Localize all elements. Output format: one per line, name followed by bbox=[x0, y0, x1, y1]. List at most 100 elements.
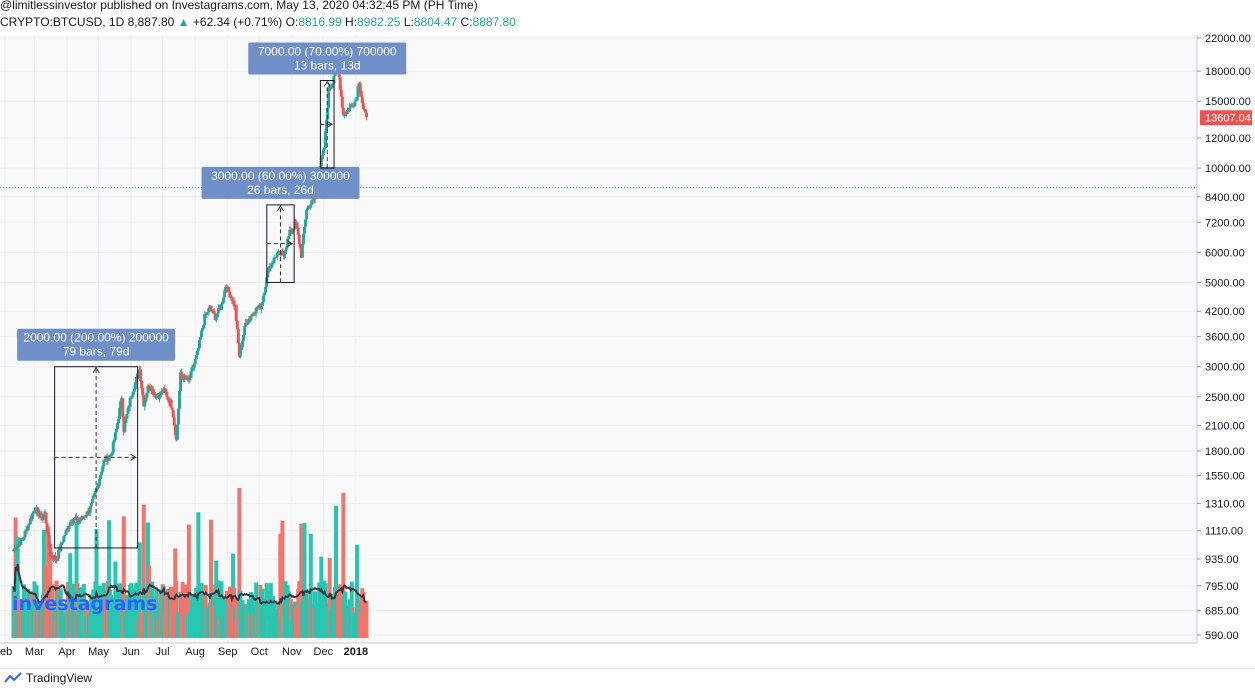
tradingview-logo[interactable]: TradingView bbox=[4, 671, 92, 685]
candle-body bbox=[330, 84, 334, 88]
candle-body bbox=[41, 517, 45, 520]
candle-body bbox=[90, 499, 94, 503]
candle-body bbox=[26, 524, 30, 531]
candle-body bbox=[87, 512, 91, 515]
candle-body bbox=[70, 521, 74, 523]
candle-body bbox=[206, 311, 210, 313]
candle-body bbox=[256, 307, 260, 310]
candle-body bbox=[326, 107, 330, 120]
volume-bar bbox=[196, 512, 201, 638]
close-label: C: bbox=[460, 15, 473, 29]
candle-body bbox=[100, 471, 104, 475]
close-value: 8887.80 bbox=[472, 15, 516, 29]
candle-body bbox=[22, 537, 26, 539]
volume-bar bbox=[137, 542, 142, 638]
candle-body bbox=[358, 83, 362, 91]
candle-body bbox=[98, 478, 102, 486]
candle-body bbox=[243, 326, 247, 335]
high-value: 8982.25 bbox=[357, 15, 401, 29]
symbol-name[interactable]: CRYPTO:BTCUSD, 1D bbox=[0, 15, 125, 29]
candle-body bbox=[117, 418, 121, 424]
candle-body bbox=[267, 271, 271, 273]
candle-body bbox=[171, 409, 175, 418]
candle-body bbox=[274, 257, 278, 259]
candle-body bbox=[202, 325, 206, 328]
y-tick-label: 1550.00 bbox=[1205, 471, 1245, 483]
x-tick-label: Mar bbox=[25, 646, 44, 658]
candle-body bbox=[205, 312, 209, 315]
candle-body bbox=[84, 516, 88, 518]
price-axis[interactable]: 590.00 685.00 795.00 935.00 1110.00 1310.00 15… bbox=[1197, 33, 1251, 642]
y-tick-label: 7200.00 bbox=[1205, 217, 1245, 229]
volume-bar bbox=[268, 583, 273, 638]
candle-body bbox=[253, 313, 257, 315]
gridlines bbox=[0, 35, 1197, 643]
volume-bar bbox=[341, 493, 346, 638]
volume-bar bbox=[216, 580, 221, 638]
volume-bar bbox=[308, 533, 313, 638]
candle-body bbox=[232, 300, 236, 307]
volume-bar bbox=[264, 583, 269, 638]
measurement-label: 3000.00 (60.00%) 300000 bbox=[211, 169, 350, 183]
candle-body bbox=[176, 408, 180, 425]
candle-body bbox=[280, 251, 284, 253]
candle-body bbox=[309, 204, 313, 208]
volume-bar bbox=[34, 585, 39, 638]
candle-body bbox=[21, 538, 25, 540]
x-tick-label: Sep bbox=[218, 646, 238, 658]
volume-bar bbox=[278, 533, 283, 638]
candle-body bbox=[132, 388, 136, 392]
candle-body bbox=[296, 227, 300, 235]
candle-body bbox=[113, 432, 117, 440]
candle-body bbox=[215, 313, 219, 317]
measurement-bars-label: 13 bars, 13d bbox=[294, 59, 361, 73]
candle-body bbox=[248, 318, 252, 320]
candle-body bbox=[271, 262, 275, 264]
candle-body bbox=[293, 222, 297, 229]
candle-body bbox=[130, 395, 134, 398]
candle-body bbox=[71, 520, 75, 523]
x-tick-label: Aug bbox=[185, 646, 205, 658]
volume-bar bbox=[75, 583, 80, 638]
y-tick-label: 6000.00 bbox=[1205, 247, 1245, 259]
volume-bar bbox=[334, 505, 339, 638]
volume-bar bbox=[171, 586, 176, 638]
candle-body bbox=[283, 254, 287, 256]
candle-body bbox=[166, 396, 170, 399]
price-chart[interactable]: investagrams 2000.00 (200.00%) 20000079 … bbox=[0, 0, 1255, 668]
candle-body bbox=[40, 513, 44, 520]
footer-bar: TradingView bbox=[0, 668, 1255, 691]
tradingview-label: TradingView bbox=[26, 671, 93, 685]
candle-body bbox=[125, 413, 129, 419]
volume-bar bbox=[320, 582, 325, 638]
volume-bar bbox=[72, 590, 77, 638]
candle-body bbox=[110, 452, 114, 456]
candle-body bbox=[62, 536, 66, 542]
volume-bar bbox=[74, 522, 79, 638]
candle-body bbox=[288, 229, 292, 237]
candle-body bbox=[192, 363, 196, 368]
y-tick-label: 5000.00 bbox=[1205, 277, 1245, 289]
candle-body bbox=[331, 83, 335, 85]
candle-body bbox=[298, 243, 302, 249]
volume-bar bbox=[121, 516, 126, 638]
volume-bar bbox=[44, 565, 49, 638]
candle-body bbox=[349, 105, 353, 108]
candle-body bbox=[306, 207, 310, 211]
candle-body bbox=[201, 327, 205, 331]
candle-body bbox=[227, 286, 231, 292]
time-axis[interactable]: eb Mar Apr May Jun Jul Aug Sep Oct Nov Dec 2018 bbox=[0, 646, 368, 658]
candle-body bbox=[175, 424, 179, 440]
candle-body bbox=[42, 514, 46, 518]
candle-body bbox=[54, 555, 58, 560]
candle-body bbox=[228, 291, 232, 298]
candle-body bbox=[16, 544, 20, 548]
last-price-tag-box bbox=[1200, 110, 1252, 126]
candle-body bbox=[353, 101, 357, 107]
candle-body bbox=[28, 518, 32, 524]
candle-body bbox=[78, 520, 82, 522]
arrow-up-icon bbox=[277, 204, 284, 212]
candle-body bbox=[287, 236, 291, 239]
y-tick-label: 795.00 bbox=[1205, 581, 1239, 593]
